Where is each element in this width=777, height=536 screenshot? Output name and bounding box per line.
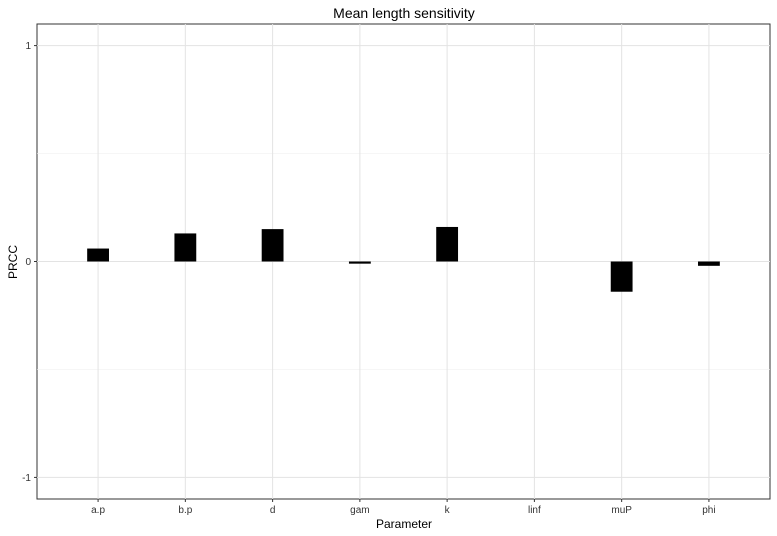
x-tick-label: gam bbox=[350, 505, 369, 516]
bar-d bbox=[261, 229, 284, 262]
y-axis-title: PRCC bbox=[6, 245, 20, 279]
x-axis-ticks: a.p b.p d gam k linf muP phi bbox=[91, 499, 716, 516]
x-tick-label: muP bbox=[611, 505, 632, 516]
bar-gam bbox=[348, 261, 371, 264]
bar-b-p bbox=[174, 233, 197, 262]
x-tick-label: b.p bbox=[178, 505, 192, 516]
x-tick-label: d bbox=[270, 505, 276, 516]
chart-title: Mean length sensitivity bbox=[333, 5, 475, 21]
x-axis-title: Parameter bbox=[376, 517, 432, 531]
x-tick-label: k bbox=[445, 505, 451, 516]
bar-a-p bbox=[87, 248, 109, 262]
x-tick-label: linf bbox=[528, 505, 541, 516]
x-tick-label: phi bbox=[702, 505, 715, 516]
x-tick-label: a.p bbox=[91, 505, 105, 516]
bars bbox=[87, 226, 720, 292]
y-tick-label: 1 bbox=[25, 41, 31, 52]
bar-mup bbox=[610, 261, 633, 292]
y-axis-ticks: -1 0 1 bbox=[22, 41, 37, 484]
bar-phi bbox=[698, 261, 720, 266]
bar-k bbox=[436, 226, 459, 262]
y-tick-label: 0 bbox=[25, 257, 31, 268]
y-tick-label: -1 bbox=[22, 473, 31, 484]
